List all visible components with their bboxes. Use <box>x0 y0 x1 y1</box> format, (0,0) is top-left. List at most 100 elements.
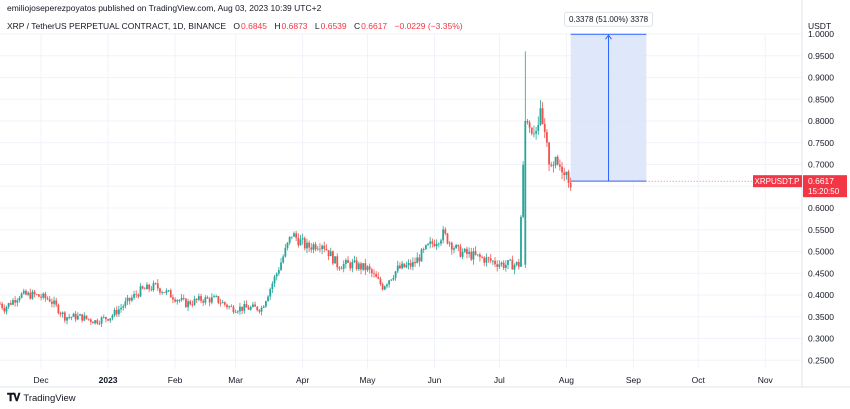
candle-body <box>463 248 466 252</box>
candle-body <box>303 238 306 249</box>
x-tick-label: Jul <box>494 375 505 385</box>
candle-body <box>271 283 274 289</box>
candle-body <box>68 317 71 318</box>
price-tag-box <box>803 175 847 198</box>
candle-body <box>543 123 546 133</box>
candle-body <box>156 283 159 289</box>
candle-body <box>221 302 224 304</box>
candle-body <box>414 262 416 264</box>
candle-body <box>440 240 442 244</box>
candle-body <box>130 297 133 301</box>
tradingview-footer[interactable]: 𝐓𝐕 TradingView <box>7 392 76 405</box>
candle-body <box>290 236 293 238</box>
candle-body <box>48 299 51 302</box>
candle-body <box>180 298 183 301</box>
candle-body <box>200 296 202 301</box>
candle-body <box>433 243 436 247</box>
x-tick-label: Oct <box>692 375 706 385</box>
symbol-title: XRP / TetherUS PERPETUAL CONTRACT, 1D, B… <box>7 21 227 31</box>
candle-body <box>72 313 75 318</box>
candle-body <box>552 165 555 167</box>
candle-body <box>81 314 84 321</box>
candle-body <box>273 276 276 284</box>
candle-body <box>563 172 566 176</box>
price-tag-value: 0.6617 <box>808 176 834 186</box>
candle-body <box>409 262 412 267</box>
candle-body <box>50 301 53 304</box>
candle-body <box>169 290 172 298</box>
candle-body <box>262 306 265 308</box>
candle-body <box>533 133 535 135</box>
open-label: O <box>233 21 241 31</box>
y-tick-label: 0.3000 <box>808 334 834 344</box>
measure-arrow-head <box>605 34 612 40</box>
symbol-tag-label: XRPUSDT.P <box>755 177 800 186</box>
candle-body <box>539 108 542 125</box>
candle-body <box>208 298 211 303</box>
candle-body <box>437 243 440 245</box>
candle-body <box>535 130 538 134</box>
candle-body <box>446 233 449 244</box>
x-tick-label: May <box>359 375 376 385</box>
candle-body <box>349 262 352 269</box>
candle-body <box>154 283 157 285</box>
candle-body <box>306 242 308 249</box>
candle-body <box>115 309 118 315</box>
candle-body <box>338 267 341 269</box>
candle-body <box>137 294 140 297</box>
y-tick-label: 0.3500 <box>808 312 834 322</box>
candle-body <box>396 265 399 272</box>
candle-body <box>314 244 317 250</box>
candle-body <box>57 304 60 314</box>
candle-body <box>459 246 462 257</box>
candle-body <box>342 263 345 269</box>
candle-body <box>61 312 64 315</box>
candle-body <box>111 315 114 319</box>
candle-body <box>113 309 116 316</box>
price-tag-countdown: 15:20:50 <box>808 187 840 196</box>
candle-body <box>336 256 339 268</box>
candle-body <box>548 142 550 165</box>
tradingview-brand: TradingView <box>23 393 76 404</box>
candle-body <box>485 257 488 263</box>
candle-body <box>522 164 525 217</box>
x-tick-label: Feb <box>168 375 183 385</box>
candle-body <box>312 244 315 250</box>
candle-body <box>474 251 477 255</box>
candle-body <box>316 248 319 250</box>
candle-body <box>126 297 129 302</box>
candle-body <box>232 306 235 313</box>
candle-body <box>63 312 66 321</box>
candle-body <box>141 286 144 289</box>
candle-body <box>146 284 148 290</box>
candle-body <box>418 257 421 262</box>
candle-body <box>31 291 34 299</box>
candle-body <box>234 312 237 313</box>
x-tick-label: 2023 <box>99 375 118 385</box>
candle-body <box>105 317 107 320</box>
candle-body <box>79 314 81 316</box>
candle-body <box>258 310 261 312</box>
candle-body <box>401 263 403 269</box>
currency-label[interactable]: USDT <box>808 21 832 31</box>
candle-body <box>329 251 332 257</box>
candle-body <box>299 239 302 246</box>
candle-body <box>472 251 475 260</box>
candle-body <box>366 266 369 271</box>
candle-body <box>139 286 142 297</box>
candle-body <box>453 248 455 250</box>
candle-body <box>435 243 438 247</box>
x-tick-label: Dec <box>34 375 50 385</box>
candle-body <box>22 290 25 294</box>
candle-body <box>254 304 256 307</box>
candle-body <box>143 288 146 290</box>
candle-body <box>161 292 164 294</box>
measure-label-box <box>564 11 654 27</box>
candle-body <box>0 303 1 305</box>
candle-body <box>381 284 384 290</box>
candle-body <box>455 244 458 249</box>
candle-body <box>163 292 166 294</box>
candle-body <box>46 298 49 300</box>
candle-body <box>117 309 120 315</box>
